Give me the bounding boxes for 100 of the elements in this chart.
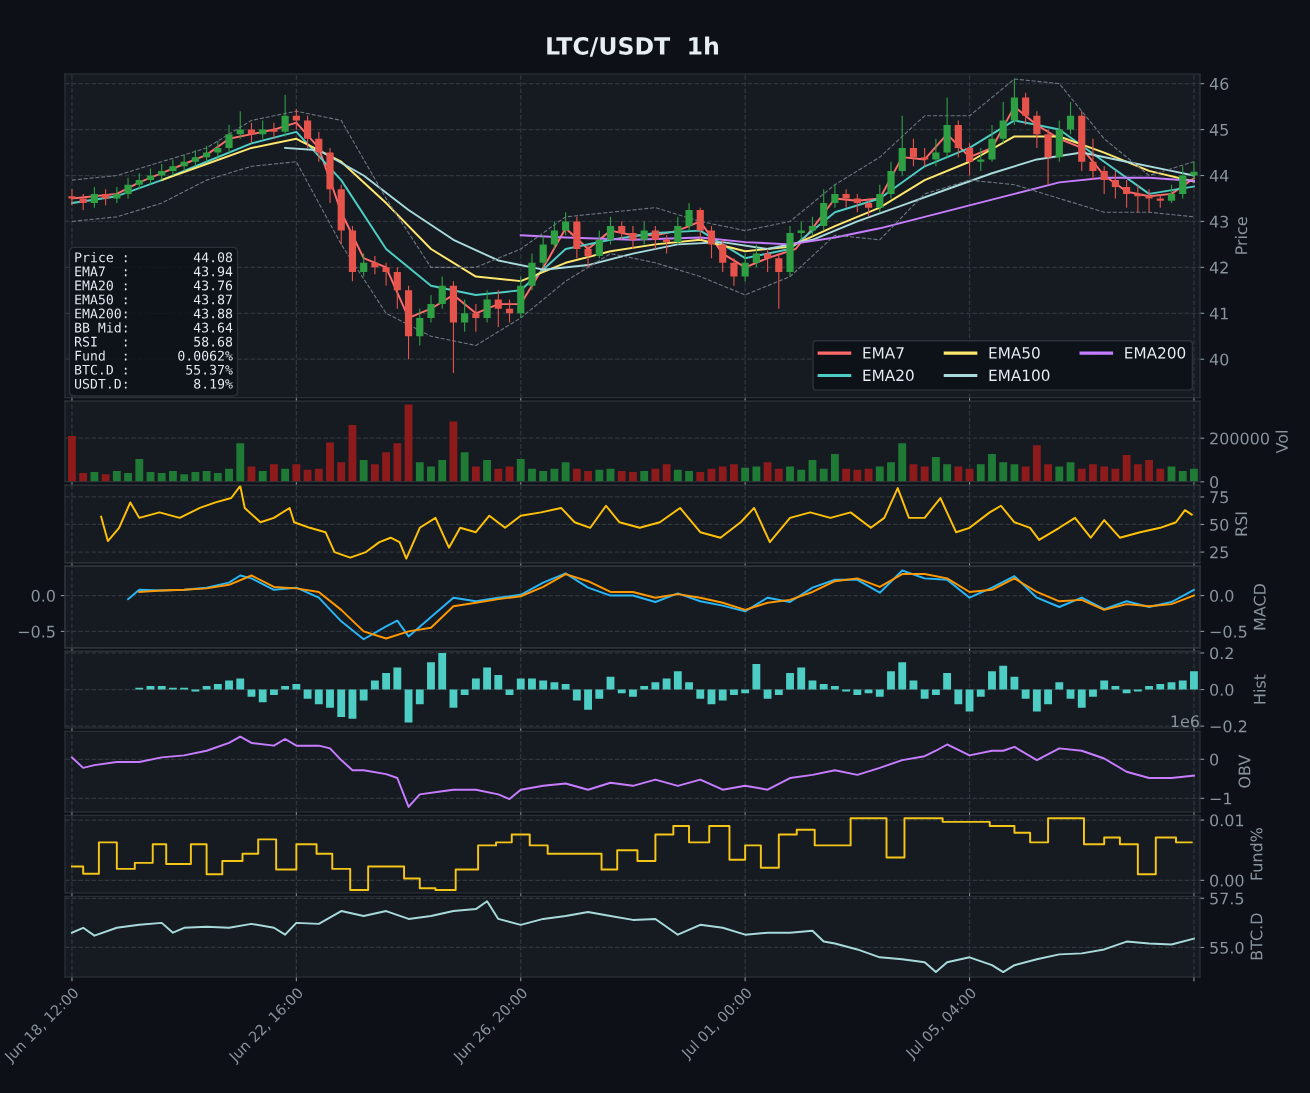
bar [314,468,323,482]
candlestick [954,119,962,158]
y-axis-title: Hist [1253,674,1266,704]
candlestick [1044,129,1052,186]
bar [314,689,323,705]
y-axis-title: Price [1234,217,1248,254]
candlestick [528,253,536,291]
candlestick [494,289,502,328]
bar [471,678,480,690]
bar [326,442,334,482]
annotation: Fund : 0.0062% [75,350,233,361]
candlestick [270,122,278,140]
candlestick [472,303,480,333]
y-tick-label: 46 [1209,77,1229,90]
candlestick [1066,101,1075,135]
annotation: BB Mid: 43.64 [75,322,233,333]
bar [1032,689,1041,712]
y-tick-label: 0 [1210,753,1219,766]
candlestick [427,294,435,324]
bar [842,468,851,482]
y-tick-label: 25 [1210,546,1228,559]
bar [326,689,334,708]
bar [124,473,132,482]
legend-label: EMA200 [1125,347,1186,359]
bar [303,689,312,699]
bar [460,689,469,696]
bar [954,466,963,482]
legend-label: EMA7 [863,347,904,359]
bar [1044,464,1053,482]
candlestick [303,115,312,149]
bar [1100,680,1109,690]
candlestick [90,186,98,209]
bar [931,689,940,696]
line-series [71,161,1195,347]
bar [1167,682,1176,690]
bar [225,468,233,482]
bar [438,652,447,690]
bar [236,678,245,690]
bar [292,684,301,690]
bar [539,470,548,482]
bar [595,469,604,482]
candlestick [124,177,132,200]
annotation: EMA200: 43.88 [75,308,233,319]
bar [887,671,895,690]
candlestick [1089,138,1097,181]
bar [875,689,884,697]
bar [988,454,996,482]
bar [393,443,402,482]
bar [808,680,817,690]
bar [752,466,761,482]
bar [169,470,177,482]
candlestick [719,239,727,273]
candlestick [831,184,839,209]
candlestick [1111,170,1119,200]
y-axis-title: Fund% [1250,828,1263,880]
bar [673,671,682,690]
bar [898,443,907,482]
candlestick [550,220,558,250]
bar [1021,466,1030,482]
bar [359,460,368,482]
line-series [71,78,1195,268]
bar [920,689,929,699]
candlestick [887,161,895,200]
bar [427,662,435,690]
candlestick [909,138,918,167]
bar [539,680,548,690]
bar [112,470,121,482]
bar [999,462,1008,482]
y-tick-label: 42 [1209,261,1228,274]
bar [79,473,88,482]
bar [427,466,435,482]
candlestick [382,262,390,287]
bar [236,443,245,482]
y-axis-title: OBV [1238,754,1251,788]
bar [415,689,424,705]
candlestick [999,101,1007,144]
candlestick [651,225,659,250]
bar [337,462,346,482]
candlestick [1010,78,1019,126]
y-tick-label: 41 [1209,307,1228,320]
bar [685,470,693,482]
bar [1077,468,1086,482]
candlestick [741,253,749,282]
bar [629,472,637,482]
y-tick-label: 0 [1210,476,1219,489]
bar [909,680,918,690]
bar [718,466,727,482]
candlestick [68,188,76,206]
y-tick-label: 57.5 [1210,892,1244,905]
candlestick [730,257,738,287]
y-tick-label: 40 [1209,353,1229,366]
bar [797,469,806,482]
bar [1100,466,1109,482]
bar [830,454,839,482]
bar [1111,685,1120,690]
bar [572,468,581,482]
bar [673,469,682,482]
y-axis-title: RSI [1235,512,1248,536]
candlestick [876,184,884,213]
bar [774,468,783,482]
